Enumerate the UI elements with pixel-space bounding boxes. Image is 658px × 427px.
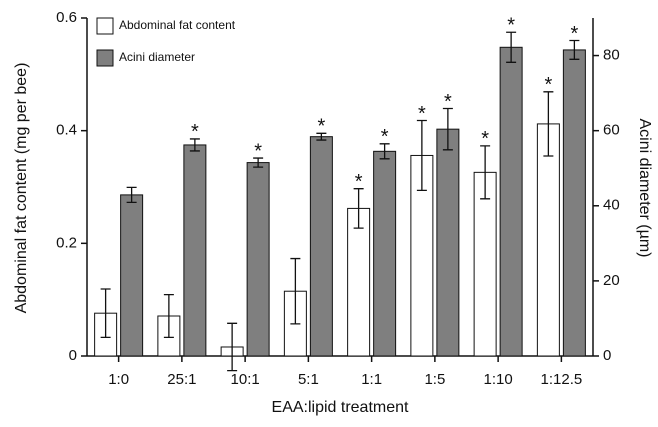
legend-label: Acini diameter <box>119 50 195 64</box>
significance-mark: * <box>544 74 552 96</box>
error-bar <box>163 293 174 339</box>
bar <box>120 194 144 357</box>
significance-mark: * <box>481 128 489 150</box>
x-axis-title: EAA:lipid treatment <box>272 399 410 416</box>
bar <box>536 123 560 357</box>
error-bar <box>253 157 264 168</box>
error-bar <box>227 322 238 372</box>
bar <box>309 136 333 357</box>
bar <box>499 46 523 357</box>
error-bar <box>543 91 554 157</box>
y-axis-title: Abdominal fat content (mg per bee) <box>13 63 30 314</box>
bar <box>473 171 497 357</box>
legend-swatch <box>96 17 114 35</box>
significance-mark: * <box>444 91 452 113</box>
significance-mark: * <box>507 15 515 37</box>
legend-label: Abdominal fat content <box>119 18 236 32</box>
bar <box>347 207 371 357</box>
y-tick-label: 0.2 <box>56 234 77 251</box>
error-bar <box>290 257 301 325</box>
y2-axis-title: Acini diameter (µm) <box>636 118 653 257</box>
y2-tick-label: 20 <box>603 272 620 289</box>
error-bar <box>569 39 580 60</box>
legend-swatch <box>96 49 114 67</box>
error-bar <box>126 186 137 204</box>
significance-mark: * <box>418 103 426 125</box>
error-bar <box>353 188 364 229</box>
significance-mark: * <box>570 23 578 45</box>
x-tick-label: 25:1 <box>167 371 196 388</box>
significance-mark: * <box>355 171 363 193</box>
x-tick-label: 5:1 <box>298 371 319 388</box>
error-bar <box>480 145 491 200</box>
significance-mark: * <box>191 121 199 143</box>
y2-tick-label: 60 <box>603 122 620 139</box>
y2-tick-label: 0 <box>603 347 611 364</box>
y-tick-label: 0.4 <box>56 122 77 139</box>
y-tick-label: 0.6 <box>56 9 77 26</box>
significance-mark: * <box>254 140 262 162</box>
error-bar <box>189 138 200 152</box>
error-bar <box>442 107 453 151</box>
error-bar <box>316 132 327 141</box>
error-bar <box>379 143 390 160</box>
x-tick-label: 1:10 <box>484 371 513 388</box>
significance-mark: * <box>317 116 325 138</box>
error-bar <box>100 288 111 339</box>
significance-mark: * <box>381 126 389 148</box>
error-bar <box>506 31 517 63</box>
y2-tick-label: 80 <box>603 47 620 64</box>
bar <box>373 150 397 357</box>
bar <box>183 144 207 357</box>
bar <box>562 49 586 357</box>
error-bar <box>416 119 427 192</box>
bar <box>246 162 270 357</box>
x-tick-label: 10:1 <box>231 371 260 388</box>
x-tick-label: 1:0 <box>108 371 129 388</box>
y-tick-label: 0 <box>69 347 77 364</box>
y2-tick-label: 40 <box>603 197 620 214</box>
bar <box>436 128 460 357</box>
x-tick-label: 1:5 <box>424 371 445 388</box>
x-tick-label: 1:1 <box>361 371 382 388</box>
x-tick-label: 1:12.5 <box>541 371 583 388</box>
